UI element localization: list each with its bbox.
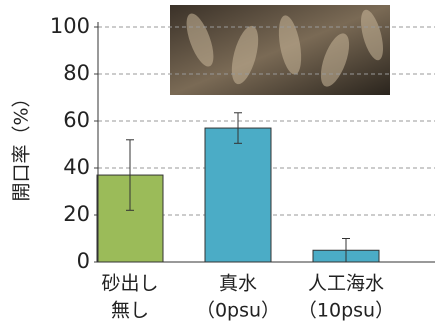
- bar: [205, 128, 271, 262]
- y-tick-label: 0: [77, 249, 90, 273]
- x-tick-label: 無し: [111, 300, 149, 322]
- y-axis-label: 開口率（%）: [11, 88, 33, 201]
- y-tick-label: 80: [63, 61, 90, 85]
- x-tick-label: 人工海水: [308, 273, 384, 295]
- y-tick-label: 40: [63, 155, 90, 179]
- x-tick-label: 真水: [219, 273, 257, 295]
- y-tick-label: 100: [50, 14, 90, 38]
- y-tick-label: 20: [63, 202, 90, 226]
- x-tick-label: （0psu）: [196, 300, 280, 322]
- chart: 開口率（%） 0 20 40 60 80 100 砂出し無し 真水 （0psu） 人工海水 （10p…: [0, 0, 435, 324]
- x-tick-label: （10psu）: [298, 300, 394, 322]
- y-tick-label: 60: [63, 108, 90, 132]
- x-tick-label: 砂出し: [101, 273, 158, 295]
